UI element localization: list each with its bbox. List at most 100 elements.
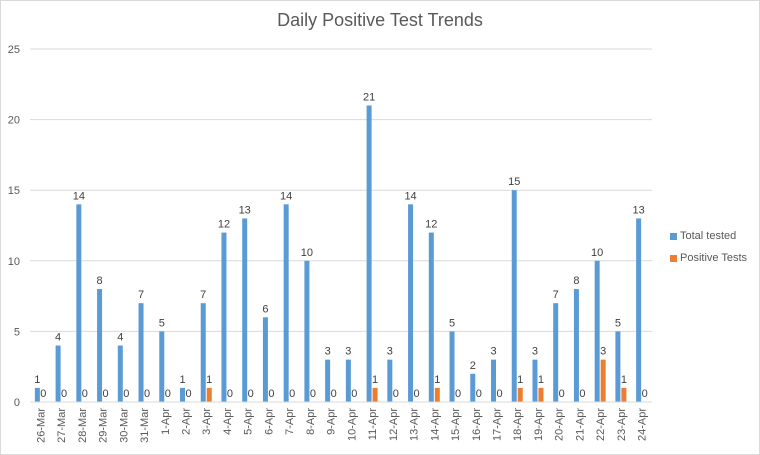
- bar-total-tested: [283, 204, 289, 402]
- x-tick-label: 2-Apr: [181, 408, 193, 435]
- x-tick-label: 8-Apr: [305, 408, 317, 435]
- data-label-positive-tests: 0: [123, 388, 129, 400]
- data-label-total-tested: 21: [363, 91, 375, 103]
- data-label-total-tested: 6: [262, 303, 268, 315]
- data-label-total-tested: 3: [490, 346, 496, 358]
- y-tick-label: 0: [14, 397, 20, 409]
- bar-total-tested: [97, 289, 103, 402]
- legend-label-total-tested: Total tested: [680, 230, 737, 242]
- data-label-total-tested: 8: [573, 275, 579, 287]
- bar-positive-tests: [538, 387, 544, 402]
- x-tick-label: 3-Apr: [201, 408, 213, 435]
- data-label-positive-tests: 0: [559, 388, 565, 400]
- data-label-positive-tests: 0: [103, 388, 109, 400]
- data-label-total-tested: 1: [179, 374, 185, 386]
- data-label-total-tested: 5: [615, 317, 621, 329]
- y-tick-label: 15: [8, 185, 20, 197]
- data-label-positive-tests: 0: [268, 388, 274, 400]
- bar-total-tested: [138, 303, 144, 402]
- data-label-positive-tests: 1: [206, 374, 212, 386]
- x-tick-label: 22-Apr: [595, 408, 607, 441]
- data-label-total-tested: 14: [73, 190, 85, 202]
- x-tick-label: 29-Mar: [98, 408, 110, 443]
- bar-total-tested: [491, 359, 496, 402]
- legend-swatch-positive-tests: [670, 254, 677, 262]
- data-label-total-tested: 14: [404, 190, 416, 202]
- bar-positive-tests: [600, 359, 606, 402]
- x-tick-label: 24-Apr: [637, 408, 649, 441]
- legend-item-positive-tests: Positive Tests: [670, 247, 747, 269]
- bar-total-tested: [242, 218, 248, 402]
- bar-total-tested: [262, 317, 268, 402]
- data-label-positive-tests: 0: [289, 388, 295, 400]
- bar-total-tested: [573, 289, 579, 402]
- bar-total-tested: [408, 204, 414, 402]
- data-label-positive-tests: 0: [414, 388, 420, 400]
- data-label-total-tested: 3: [345, 346, 351, 358]
- data-label-total-tested: 4: [117, 332, 123, 344]
- bar-total-tested: [470, 373, 476, 402]
- x-tick-label: 6-Apr: [263, 408, 275, 435]
- data-label-total-tested: 7: [200, 289, 206, 301]
- x-tick-label: 18-Apr: [512, 408, 524, 441]
- y-tick-label: 5: [14, 326, 20, 338]
- data-label-total-tested: 10: [301, 247, 313, 259]
- x-tick-label: 12-Apr: [388, 408, 400, 441]
- data-label-total-tested: 4: [55, 332, 61, 344]
- data-label-positive-tests: 0: [248, 388, 254, 400]
- bar-total-tested: [221, 232, 227, 402]
- x-tick-label: 30-Mar: [118, 408, 130, 443]
- x-tick-label: 26-Mar: [35, 408, 47, 443]
- x-tick-label: 4-Apr: [222, 408, 234, 435]
- bar-total-tested: [387, 359, 393, 402]
- data-label-positive-tests: 1: [621, 374, 627, 386]
- x-tick-label: 13-Apr: [409, 408, 421, 441]
- y-tick-label: 10: [8, 256, 20, 268]
- data-label-total-tested: 5: [449, 317, 455, 329]
- bar-positive-tests: [372, 387, 378, 402]
- data-label-total-tested: 10: [591, 247, 603, 259]
- legend: Total tested Positive Tests: [670, 225, 747, 269]
- y-tick-label: 25: [8, 44, 20, 56]
- x-tick-label: 10-Apr: [346, 408, 358, 441]
- data-label-positive-tests: 0: [496, 388, 502, 400]
- data-label-total-tested: 13: [633, 204, 645, 216]
- data-label-positive-tests: 1: [517, 374, 523, 386]
- bar-positive-tests: [517, 387, 523, 402]
- x-tick-label: 11-Apr: [367, 408, 379, 441]
- bar-positive-tests: [434, 387, 440, 402]
- data-label-positive-tests: 1: [538, 374, 544, 386]
- data-label-total-tested: 3: [532, 346, 538, 358]
- bar-total-tested: [180, 387, 185, 402]
- bar-total-tested: [636, 218, 642, 402]
- x-tick-label: 23-Apr: [616, 408, 628, 441]
- data-label-positive-tests: 0: [165, 388, 171, 400]
- data-label-total-tested: 7: [553, 289, 559, 301]
- data-label-positive-tests: 0: [61, 388, 67, 400]
- bar-total-tested: [594, 260, 600, 402]
- x-tick-label: 16-Apr: [471, 408, 483, 441]
- data-label-positive-tests: 0: [642, 388, 648, 400]
- data-label-total-tested: 12: [218, 219, 230, 231]
- data-label-total-tested: 3: [325, 346, 331, 358]
- bar-total-tested: [553, 303, 559, 402]
- data-label-total-tested: 1: [34, 374, 40, 386]
- bar-total-tested: [304, 260, 310, 402]
- data-label-total-tested: 12: [425, 219, 437, 231]
- data-label-positive-tests: 1: [434, 374, 440, 386]
- data-label-total-tested: 15: [508, 176, 520, 188]
- y-tick-label: 20: [8, 115, 20, 127]
- data-label-positive-tests: 0: [227, 388, 233, 400]
- x-tick-label: 21-Apr: [574, 408, 586, 441]
- x-tick-label: 15-Apr: [450, 408, 462, 441]
- bar-total-tested: [366, 105, 372, 402]
- bar-total-tested: [159, 331, 165, 402]
- x-tick-label: 7-Apr: [284, 408, 296, 435]
- chart-title: Daily Positive Test Trends: [277, 10, 483, 30]
- bar-total-tested: [200, 303, 206, 402]
- x-tick-label: 5-Apr: [243, 408, 255, 435]
- bar-total-tested: [428, 232, 434, 402]
- data-label-positive-tests: 0: [455, 388, 461, 400]
- x-tick-label: 27-Mar: [56, 408, 68, 443]
- bar-positive-tests: [621, 387, 627, 402]
